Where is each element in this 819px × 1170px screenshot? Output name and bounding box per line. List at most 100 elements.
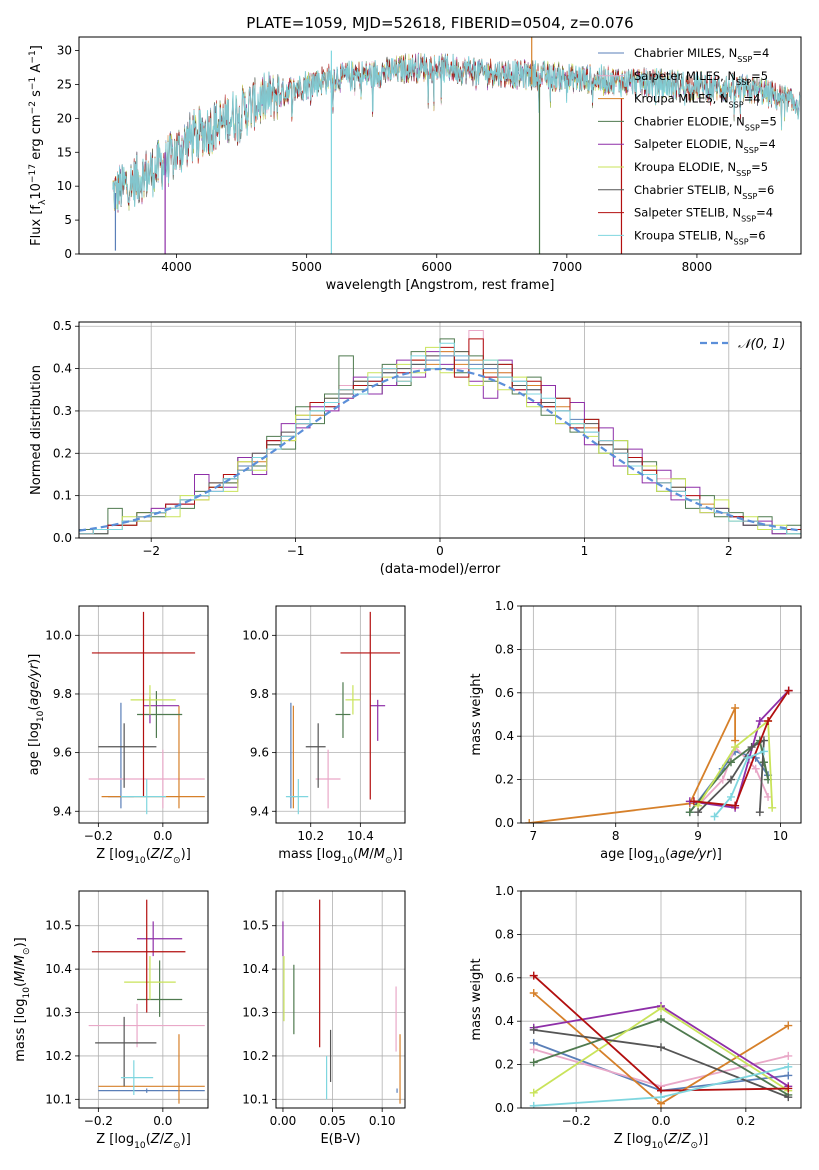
y-tick-label: 9.4	[250, 804, 269, 818]
y-axis-label: Flux [fλ10−17 erg cm−2 s−1 A−1]	[28, 45, 48, 246]
y-tick-label: 0.0	[495, 816, 514, 830]
weight-line	[693, 690, 790, 807]
y-tick-label: 1.0	[495, 884, 514, 898]
panel-age_vs_Z: −0.2 0.0 9.4 9.6 9.8 10.0 Z [log10(Z/Z⊙)] age […	[27, 605, 209, 866]
weight-marker	[759, 758, 768, 767]
y-tick-label: 20	[57, 111, 72, 125]
y-tick-label: 0.4	[495, 729, 514, 743]
panel-age_vs_mass: 10.2 10.4 9.4 9.6 9.8 10.0 mass [log10(M/M⊙)]	[242, 605, 406, 866]
weight-marker	[685, 808, 694, 817]
y-tick-label: 0.8	[495, 642, 514, 656]
x-tick-label: 0.0	[651, 1114, 670, 1128]
weight-line	[689, 689, 790, 809]
weight-marker	[743, 753, 752, 762]
x-tick-label: 8	[612, 829, 620, 843]
y-tick-label: 10	[57, 179, 72, 193]
weight-marker	[529, 988, 538, 997]
x-tick-label: 7	[530, 829, 538, 843]
weight-marker	[657, 1015, 665, 1024]
x-axis-label: (data-model)/error	[380, 562, 501, 577]
y-tick-label: 10.4	[45, 962, 72, 976]
y-tick-label: 9.8	[53, 687, 72, 701]
weight-marker	[755, 717, 764, 726]
axes-frame	[78, 890, 209, 1109]
plot-area	[88, 899, 205, 1104]
y-tick-label: 0.3	[53, 404, 72, 418]
panel-weight_vs_Z: −0.2 0.0 0.2 0.0 0.2 0.4 0.6 0.8 1.0 Z [log10(Z/Z…	[469, 884, 802, 1151]
figure-title: PLATE=1059, MJD=52618, FIBERID=0504, z=0…	[246, 14, 633, 32]
x-axis-label: age [log10(age/yr)]	[600, 847, 722, 866]
plot-area	[525, 686, 793, 823]
y-tick-label: 9.6	[53, 746, 72, 760]
weight-marker	[755, 808, 764, 817]
y-axis-label: Normed distribution	[29, 365, 44, 495]
axes-frame	[275, 890, 406, 1109]
y-tick-label: 0.6	[495, 686, 514, 700]
weight-marker	[529, 1025, 538, 1034]
x-tick-label: 5000	[291, 260, 322, 274]
y-tick-label: 0.8	[495, 927, 514, 941]
weight-marker	[784, 1071, 793, 1080]
y-tick-label: 10.3	[242, 1006, 269, 1020]
x-tick-label: 10.2	[297, 829, 324, 843]
plot-area	[529, 971, 793, 1108]
y-axis-label: age [log10(age/yr)]	[27, 654, 46, 776]
legend-label: 𝒩(0, 1)	[738, 337, 785, 352]
weight-marker	[689, 797, 698, 806]
weight-marker	[731, 703, 740, 712]
weight-marker	[764, 717, 773, 726]
plot-area	[112, 37, 801, 254]
x-axis-label: E(B-V)	[320, 1132, 360, 1147]
y-tick-label: 10.5	[45, 919, 72, 933]
weight-marker	[718, 775, 727, 784]
y-axis-label: mass weight	[469, 673, 484, 755]
weight-marker	[694, 808, 703, 817]
weight-marker	[657, 1043, 665, 1052]
legend-label: Chabrier MILES, NSSP=4	[634, 46, 769, 64]
y-axis-label: mass weight	[469, 958, 484, 1040]
y-tick-label: 9.8	[250, 687, 269, 701]
plot-area	[285, 611, 401, 815]
x-tick-label: 9	[694, 829, 702, 843]
legend-label: Kroupa MILES, NSSP=4	[634, 92, 761, 110]
y-tick-label: 0.4	[495, 1014, 514, 1028]
plot-area	[79, 330, 801, 538]
x-axis-label: mass [log10(M/M⊙)]	[278, 847, 402, 866]
y-tick-label: 10.1	[45, 1092, 72, 1106]
axes-frame	[78, 605, 209, 824]
y-tick-label: 0.2	[495, 1058, 514, 1072]
y-tick-label: 10.4	[242, 962, 269, 976]
y-tick-label: 10.0	[242, 628, 269, 642]
weight-marker	[657, 1093, 665, 1102]
weight-line	[713, 750, 765, 818]
x-tick-label: −2	[142, 544, 160, 558]
axes-frame	[78, 36, 802, 255]
y-tick-label: 0.1	[53, 489, 72, 503]
x-tick-label: 2	[725, 544, 733, 558]
x-tick-label: 0	[436, 544, 444, 558]
weight-marker	[529, 971, 538, 980]
x-tick-label: 10	[773, 829, 788, 843]
axes-frame	[520, 605, 802, 824]
weight-marker	[727, 758, 735, 767]
spectrum-line	[112, 53, 801, 211]
weight-marker	[529, 1058, 538, 1067]
panel-weight_vs_age: 7 8 9 10 0.0 0.2 0.4 0.6 0.8 1.0 age [log10(age/yr…	[469, 599, 802, 866]
legend-label: Kroupa STELIB, NSSP=6	[634, 228, 766, 246]
legend: Chabrier MILES, NSSP=4 Salpeter MILES, NS…	[598, 46, 777, 246]
weight-marker	[731, 743, 740, 752]
x-tick-label: 0.10	[369, 1114, 396, 1128]
weight-marker	[784, 1062, 793, 1071]
x-tick-label: 7000	[552, 260, 583, 274]
weight-line	[529, 707, 736, 823]
x-tick-label: 10.4	[347, 829, 374, 843]
legend-label: Salpeter STELIB, NSSP=4	[634, 206, 773, 224]
x-tick-label: 0.0	[153, 1114, 172, 1128]
weight-marker	[529, 1101, 538, 1108]
x-tick-label: −0.2	[562, 1114, 591, 1128]
histogram-kroupa-stelib	[79, 342, 801, 538]
y-tick-label: 15	[57, 145, 72, 159]
x-tick-label: 4000	[161, 260, 192, 274]
y-tick-label: 0.2	[495, 773, 514, 787]
legend-label: Salpeter MILES, NSSP=5	[634, 69, 768, 87]
